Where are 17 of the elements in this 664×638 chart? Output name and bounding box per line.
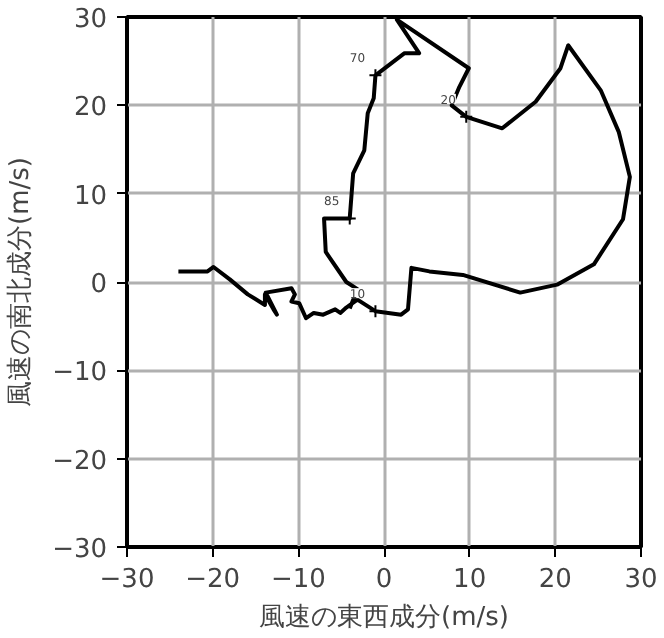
x-tick-label: 30 xyxy=(624,565,658,595)
x-tick-label: 20 xyxy=(538,565,572,595)
y-tick-label: 0 xyxy=(90,270,108,300)
y-tick-label: 20 xyxy=(73,93,108,124)
y-tick-label: 10 xyxy=(73,181,108,212)
x-tick-label: 0 xyxy=(375,565,393,595)
y-tick-label: −20 xyxy=(52,446,108,477)
x-tick-label: −30 xyxy=(99,565,155,595)
y-axis-title: 風速の南北成分(m/s) xyxy=(6,157,37,407)
point xyxy=(459,109,474,124)
y-tick-label: −10 xyxy=(52,358,108,389)
x-tick-label: 10 xyxy=(453,565,487,595)
y-tick-label: −30 xyxy=(52,535,108,565)
x-axis-title: 風速の東西成分(m/s) xyxy=(259,603,509,633)
x-tick-label: −10 xyxy=(270,565,326,595)
y-tick-label: 30 xyxy=(73,5,108,35)
x-tick-label: −20 xyxy=(185,565,241,595)
